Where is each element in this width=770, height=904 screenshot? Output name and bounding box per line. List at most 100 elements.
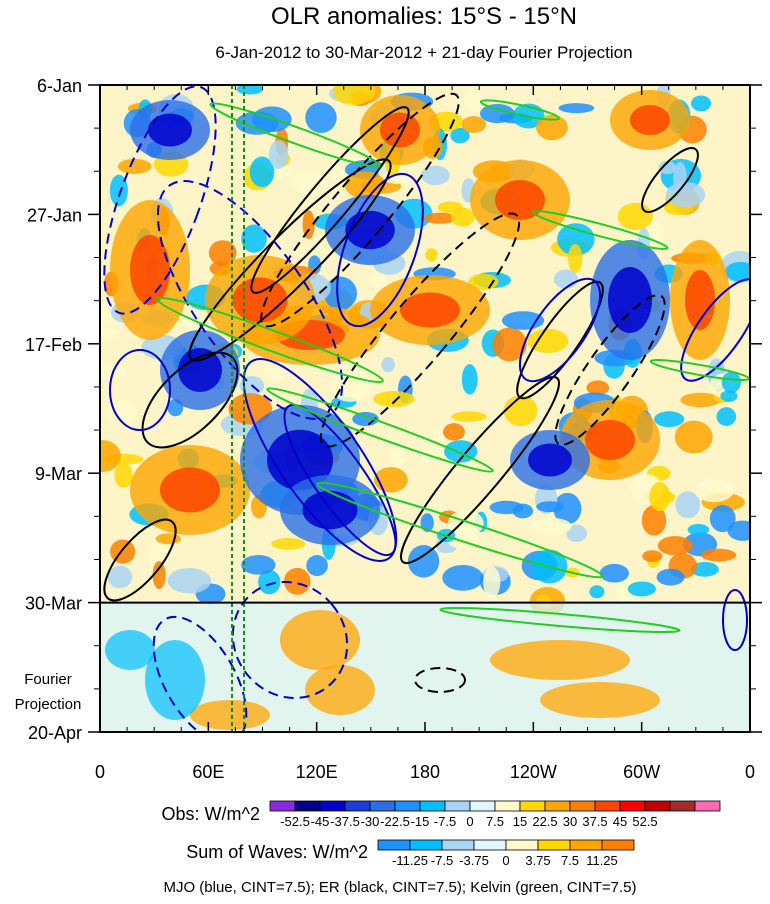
olr-anomaly-patch — [324, 276, 357, 311]
olr-anomaly-patch — [653, 411, 685, 428]
olr-anomaly-patch — [675, 491, 701, 519]
olr-anomaly-patch — [589, 585, 605, 599]
wave-contour — [516, 280, 604, 400]
wave-contour — [152, 615, 248, 732]
olr-anomaly-patch — [100, 440, 121, 473]
wave-contour — [103, 518, 177, 602]
wave-contour — [109, 349, 171, 431]
legend-swatch — [569, 839, 603, 851]
olr-anomaly-patch — [284, 567, 311, 595]
olr-anomaly-patch — [241, 224, 267, 253]
footer-note: MJO (blue, CINT=7.5); ER (black, CINT=7.… — [163, 879, 636, 896]
y-tick-label: 9-Mar — [35, 464, 82, 484]
projection-warm-patch — [490, 640, 630, 680]
legend-level: 45 — [613, 814, 627, 829]
legend-level: 52.5 — [632, 814, 657, 829]
olr-anomaly-patch — [586, 380, 610, 396]
olr-anomaly-patch — [373, 390, 415, 407]
legend-level: 37.5 — [582, 814, 607, 829]
warm-anomaly-core — [585, 420, 635, 460]
legend-swatch — [669, 800, 696, 812]
projection-shading — [105, 610, 660, 730]
wave-contour — [554, 294, 666, 446]
olr-anomaly-patch — [461, 116, 486, 133]
legend-swatch — [419, 800, 446, 812]
olr-anomaly-patch — [553, 492, 582, 525]
olr-anomaly-patch — [709, 505, 736, 533]
olr-anomaly-patch — [461, 364, 478, 395]
waves-legend-label: Sum of Waves: W/m^2 — [186, 842, 368, 862]
legend-swatch — [409, 839, 443, 851]
wave-contour — [209, 102, 381, 168]
olr-anomaly-patch — [716, 407, 737, 426]
olr-anomaly-patch — [665, 181, 706, 208]
legend-swatch — [344, 800, 371, 812]
waves-legend: -11.25 -7.5 -3.75 0 3.75 7.5 11.25 — [377, 839, 635, 868]
warm-anomaly-core — [495, 180, 545, 220]
legend-swatch — [601, 839, 635, 851]
fourier-label-line-2: Projection — [15, 696, 82, 713]
olr-anomaly-patch — [105, 399, 137, 425]
legend-level: 15 — [513, 814, 527, 829]
olr-anomaly-patch — [420, 513, 434, 532]
olr-anomaly-patch — [694, 479, 734, 503]
olr-anomaly-patch — [167, 568, 212, 594]
olr-anomaly-patch — [100, 327, 119, 341]
olr-anomaly-patch — [381, 356, 395, 373]
wave-contour — [722, 589, 748, 651]
olr-anomaly-patch — [442, 423, 465, 441]
cold-anomaly-core — [608, 267, 652, 333]
olr-anomaly-patch — [228, 393, 273, 425]
wave-contour — [242, 358, 398, 562]
olr-anomaly-patch — [152, 561, 166, 590]
olr-anomaly-patch — [423, 212, 457, 224]
legend-level: 7.5 — [486, 814, 504, 829]
olr-anomaly-patch — [100, 363, 126, 380]
obs-legend: -52.5 -45 -37.5 -30 -22.5 -15 -7.5 0 7.5 15 22.5 30… — [269, 800, 721, 829]
olr-anomaly-patch — [109, 174, 128, 207]
wave-contour — [283, 403, 397, 557]
legend-swatch — [441, 839, 475, 851]
wave-contour — [531, 209, 669, 251]
olr-anomaly-patch — [442, 564, 484, 591]
legend-swatch — [619, 800, 646, 812]
legend-swatch — [294, 800, 321, 812]
olr-anomaly-patch — [291, 169, 328, 194]
legend-swatch — [505, 839, 539, 851]
olr-anomaly-patch — [447, 510, 484, 537]
olr-anomaly-patch — [674, 420, 713, 454]
legend-swatch — [469, 800, 496, 812]
olr-anomaly-patch — [155, 533, 182, 545]
wave-contour — [250, 106, 410, 294]
legend-swatch — [394, 800, 421, 812]
y-tick-label: 27-Jan — [27, 205, 82, 225]
olr-anomaly-patch — [110, 539, 136, 564]
olr-anomaly-patch — [329, 369, 372, 402]
wave-contour — [641, 147, 699, 213]
wave-contours — [103, 85, 750, 732]
legend-swatch — [444, 800, 471, 812]
olr-anomaly-patch — [451, 411, 487, 422]
olr-anomaly-patch — [690, 561, 719, 577]
legend-level: -45 — [311, 814, 330, 829]
olr-anomaly-patch — [370, 270, 386, 289]
olr-anomaly-patch — [536, 114, 568, 141]
olr-anomaly-patch — [657, 536, 693, 556]
legend-level: 3.75 — [525, 853, 550, 868]
y-axis: 6-Jan 27-Jan 17-Feb 9-Mar 30-Mar 20-Apr — [25, 76, 762, 743]
olr-anomaly-patch — [420, 165, 450, 186]
cold-anomaly-core — [267, 429, 333, 491]
olr-anomaly-patch — [720, 390, 738, 402]
wave-contour — [260, 92, 460, 328]
olr-anomaly-patch — [658, 160, 677, 175]
olr-anomaly-patch — [568, 243, 583, 274]
legend-level: 0 — [502, 853, 509, 868]
wave-contour — [156, 180, 344, 420]
legend-level: -15 — [411, 814, 430, 829]
x-tick-label: 120E — [296, 762, 338, 782]
olr-anomaly-patch — [425, 248, 438, 262]
legend-level: -7.5 — [434, 814, 456, 829]
wave-contour — [188, 158, 392, 362]
olr-anomaly-patch — [721, 371, 741, 394]
olr-anomaly-patch — [691, 95, 712, 112]
